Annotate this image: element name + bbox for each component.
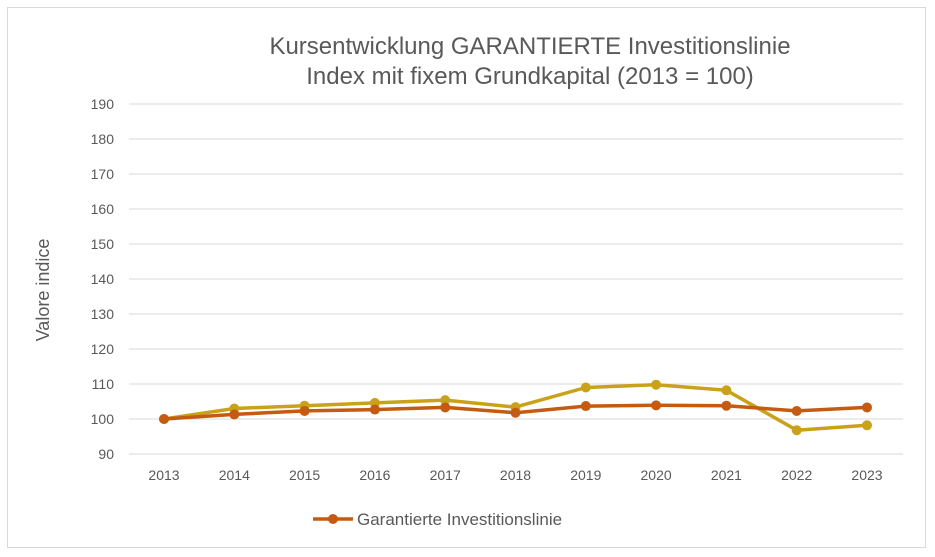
data-point (510, 407, 521, 418)
x-tick-label: 2016 (359, 467, 390, 483)
y-tick-label: 180 (91, 131, 115, 147)
data-point (862, 402, 872, 413)
chart-frame (7, 7, 926, 548)
y-tick-label: 100 (91, 411, 115, 427)
data-point (369, 404, 380, 415)
legend-label: Garantierte Investitionslinie (357, 510, 562, 529)
chart-subtitle: Index mit fixem Grundkapital (2013 = 100… (306, 63, 754, 90)
series-layer (159, 379, 872, 436)
x-tick-label: 2019 (570, 467, 601, 483)
x-tick-label: 2018 (500, 467, 531, 483)
y-tick-label: 130 (91, 306, 115, 322)
x-tick-label: 2015 (289, 467, 320, 483)
gridlines (129, 103, 903, 455)
data-point (229, 409, 240, 420)
x-tick-label: 2021 (711, 467, 742, 483)
data-point (580, 401, 591, 412)
data-point (580, 382, 591, 393)
y-tick-label: 160 (91, 201, 115, 217)
data-point (651, 400, 662, 411)
data-point (299, 405, 310, 416)
chart-title: Kursentwicklung GARANTIERTE Investitions… (269, 33, 790, 60)
data-point (791, 425, 802, 436)
data-point (721, 385, 732, 396)
y-tick-label: 140 (91, 271, 115, 287)
x-tick-label: 2023 (851, 467, 882, 483)
data-point (440, 395, 451, 406)
y-axis-label: Valore indice (33, 239, 53, 342)
y-tick-label: 190 (91, 96, 115, 112)
y-tick-labels: 90 100 110 120 130 140 150 160 170 180 190 (91, 96, 115, 462)
y-tick-label: 90 (98, 446, 114, 462)
x-tick-label: 2022 (781, 467, 812, 483)
data-point (440, 402, 451, 413)
x-tick-label: 2020 (641, 467, 672, 483)
data-point (651, 379, 662, 390)
data-point (791, 405, 802, 416)
x-tick-label: 2014 (219, 467, 250, 483)
y-tick-label: 170 (91, 166, 115, 182)
data-point (721, 400, 732, 411)
x-tick-label: 2013 (148, 467, 179, 483)
series-1 (159, 400, 872, 424)
y-tick-label: 150 (91, 236, 115, 252)
legend: Garantierte Investitionslinie (313, 510, 562, 529)
x-tick-labels: 2013 2014 2015 2016 2017 2018 2019 2020 2021 2022… (148, 467, 882, 483)
y-tick-label: 120 (91, 341, 115, 357)
x-tick-label: 2017 (430, 467, 461, 483)
y-tick-label: 110 (92, 376, 115, 392)
legend-swatch-marker (328, 514, 338, 524)
data-point (159, 414, 169, 424)
data-point (862, 420, 872, 431)
